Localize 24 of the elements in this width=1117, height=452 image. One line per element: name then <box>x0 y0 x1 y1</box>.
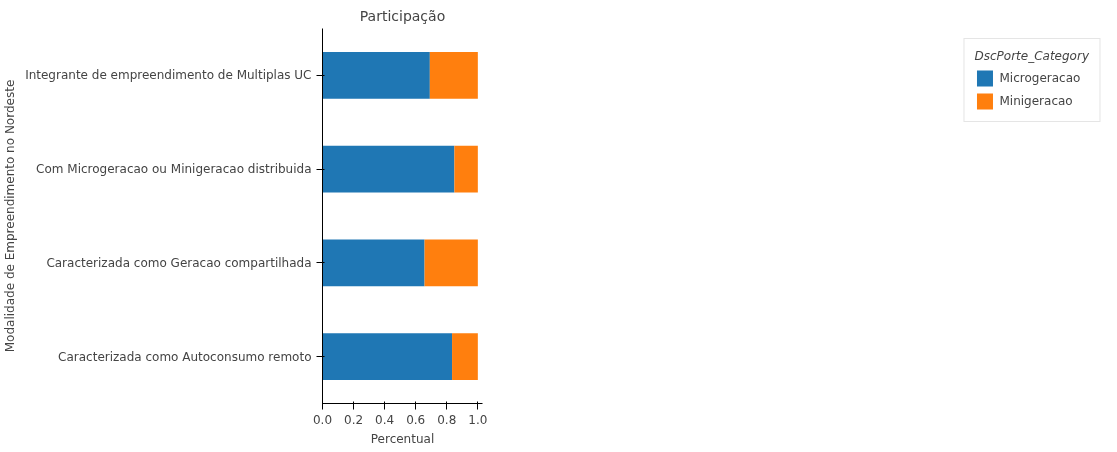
legend-title: DscPorte_Category <box>974 49 1089 63</box>
x-tick-label: 0.8 <box>437 412 457 427</box>
x-tick-label: 0.2 <box>344 412 364 427</box>
y-tick-label: Integrante de empreendimento de Multiplas UC <box>25 68 312 83</box>
y-tick-label: Caracterizada como Autoconsumo remoto <box>58 349 312 364</box>
chart-title: Participação <box>359 7 446 24</box>
bar <box>424 239 478 287</box>
bar <box>322 51 430 99</box>
x-tick-label: 0.0 <box>312 412 333 427</box>
bar <box>322 145 455 193</box>
bar <box>322 333 453 381</box>
y-tick-label: Com Microgeracao ou Minigeracao distribuida <box>36 162 312 177</box>
bar <box>452 333 478 381</box>
bar <box>454 145 478 193</box>
y-tick-label: Caracterizada como Geracao compartilhada <box>46 255 312 270</box>
bar <box>322 239 425 287</box>
legend-label: Microgeracao <box>999 71 1081 85</box>
x-tick-label: 1.0 <box>468 412 488 427</box>
y-axis-title: Modalidade de Empreendimento no Nordeste <box>3 79 18 353</box>
legend-label: Minigeracao <box>999 94 1073 108</box>
bar <box>429 51 478 99</box>
x-tick-label: 0.4 <box>375 412 395 427</box>
x-tick-label: 0.6 <box>406 412 426 427</box>
x-axis-title: Percentual <box>370 431 435 446</box>
